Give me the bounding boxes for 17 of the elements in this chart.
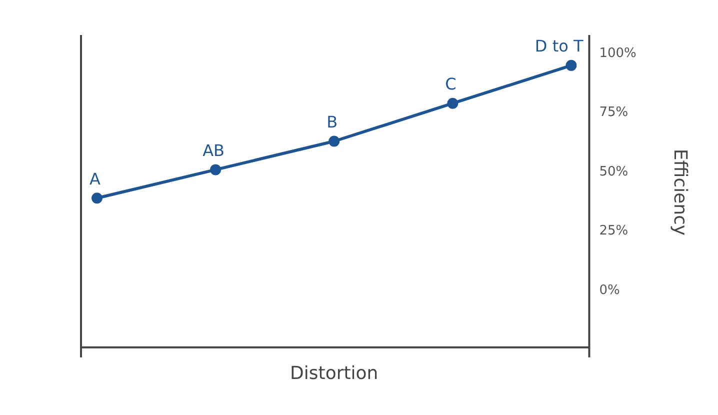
point [566, 60, 577, 71]
annotation: AB [202, 140, 225, 160]
point [328, 136, 340, 147]
point [210, 164, 222, 176]
annotation: B [326, 112, 338, 132]
y-tick-label: 0% [599, 282, 620, 298]
point [92, 192, 102, 204]
annotation: C [445, 74, 456, 94]
annotation: A [90, 169, 101, 188]
x-axis-title: Distortion [290, 362, 378, 384]
y-tick-label: 25% [599, 224, 628, 239]
y-tick-label: 100% [599, 46, 636, 61]
point [447, 98, 458, 109]
annotation: D to T [534, 36, 584, 56]
y-tick-label: 50% [599, 164, 628, 180]
y-axis-title: Efficiency [670, 148, 691, 236]
y-tick-label: 75% [599, 105, 628, 120]
